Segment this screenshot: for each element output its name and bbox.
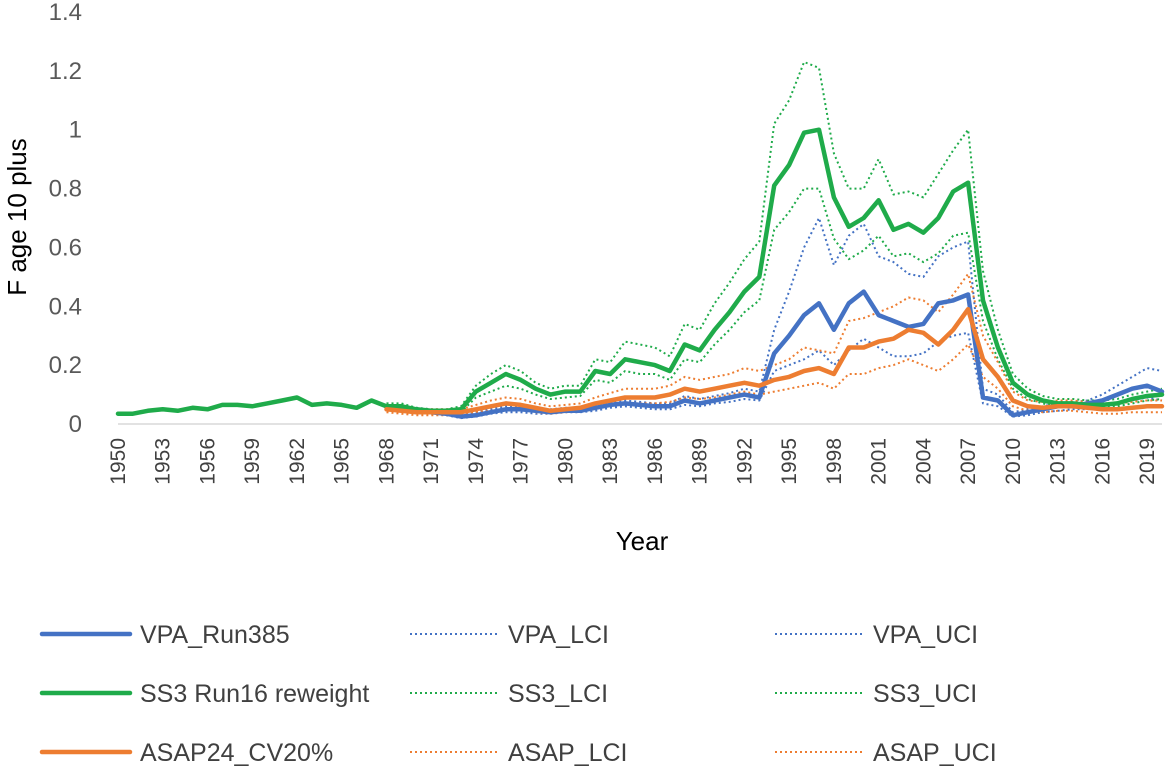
legend-label: SS3 Run16 reweight — [140, 680, 369, 708]
series-line-vpa-run385 — [384, 289, 1165, 419]
legend: VPA_Run385 VPA_LCI VPA_UCI SS3 Run16 reweig… — [39, 621, 997, 767]
x-tick-label: 1959 — [241, 438, 264, 485]
x-tick-label: 1995 — [778, 438, 801, 485]
series-line-asap24-cv20- — [384, 306, 1165, 415]
legend-label: ASAP_LCI — [508, 739, 628, 767]
x-tick-label: 1956 — [196, 438, 219, 485]
series-line-vpa-lci — [386, 331, 1163, 420]
legend-item-asap24-cv20-: ASAP24_CV20% — [39, 739, 333, 767]
y-tick-label: 0.8 — [49, 176, 82, 203]
legend-label: ASAP_UCI — [873, 739, 997, 767]
x-tick-label: 1980 — [554, 438, 577, 485]
y-tick-label: 0.2 — [49, 352, 82, 379]
x-tick-label: 1998 — [823, 438, 846, 485]
legend-label: VPA_UCI — [873, 621, 978, 649]
x-tick-label: 1962 — [286, 438, 309, 485]
x-tick-label: 2010 — [1002, 438, 1025, 485]
legend-label: ASAP24_CV20% — [140, 739, 333, 767]
y-tick-label: 1 — [69, 117, 82, 144]
y-tick-label: 0.4 — [49, 293, 82, 320]
x-tick-label: 1971 — [420, 438, 443, 485]
legend-item-ss3-run16-reweight: SS3 Run16 reweight — [39, 680, 369, 708]
x-tick-label: 1968 — [375, 438, 398, 485]
x-tick-label: 2001 — [868, 438, 891, 485]
series-line-ss3-lci — [386, 187, 1163, 414]
x-tick-label: 1977 — [510, 438, 533, 485]
y-tick-label: 0.6 — [49, 234, 82, 261]
x-tick-label: 1974 — [465, 438, 488, 485]
x-tick-label: 1983 — [599, 438, 622, 485]
y-tick-label: 1.4 — [49, 0, 82, 26]
x-tick-label: 1986 — [644, 438, 667, 485]
x-tick-label: 1992 — [733, 438, 756, 485]
legend-item-ss3-uci: SS3_UCI — [775, 680, 977, 708]
y-axis-title: F age 10 plus — [2, 138, 32, 296]
legend-item-vpa-lci: VPA_LCI — [410, 621, 609, 649]
y-tick-label: 1.2 — [49, 58, 82, 85]
x-axis-title: Year — [616, 526, 669, 556]
legend-label: VPA_LCI — [508, 621, 609, 649]
x-tick-label: 1965 — [331, 438, 354, 485]
legend-item-vpa-uci: VPA_UCI — [775, 621, 978, 649]
legend-label: VPA_Run385 — [140, 621, 290, 649]
x-tick-label: 1989 — [689, 438, 712, 485]
x-tick-label: 1953 — [152, 438, 175, 485]
x-tick-label: 1950 — [107, 438, 130, 485]
legend-label: SS3_LCI — [508, 680, 608, 708]
series-line-asap-uci — [386, 272, 1162, 411]
legend-item-asap-uci: ASAP_UCI — [775, 739, 997, 767]
x-tick-label: 2004 — [912, 438, 935, 485]
x-tick-label: 2016 — [1091, 438, 1114, 485]
series-lines — [115, 61, 1165, 420]
x-tick-label: 2019 — [1136, 438, 1159, 485]
y-tick-labels: 0 0.2 0.4 0.6 0.8 1 1.2 1.4 — [49, 0, 82, 438]
series-line-ss3-run16-reweight — [115, 127, 1165, 416]
series-line-vpa-uci — [386, 217, 1163, 415]
x-tick-label: 2013 — [1047, 438, 1070, 485]
y-tick-label: 0 — [69, 411, 82, 438]
x-tick-labels: 1950 1953 1956 1959 1962 1965 1968 1971 1974 1977… — [107, 438, 1159, 485]
legend-item-asap-lci: ASAP_LCI — [410, 739, 628, 767]
legend-item-ss3-lci: SS3_LCI — [410, 680, 608, 708]
legend-item-vpa-run385: VPA_Run385 — [39, 621, 290, 649]
legend-label: SS3_UCI — [873, 680, 977, 708]
x-tick-label: 2007 — [957, 438, 980, 485]
